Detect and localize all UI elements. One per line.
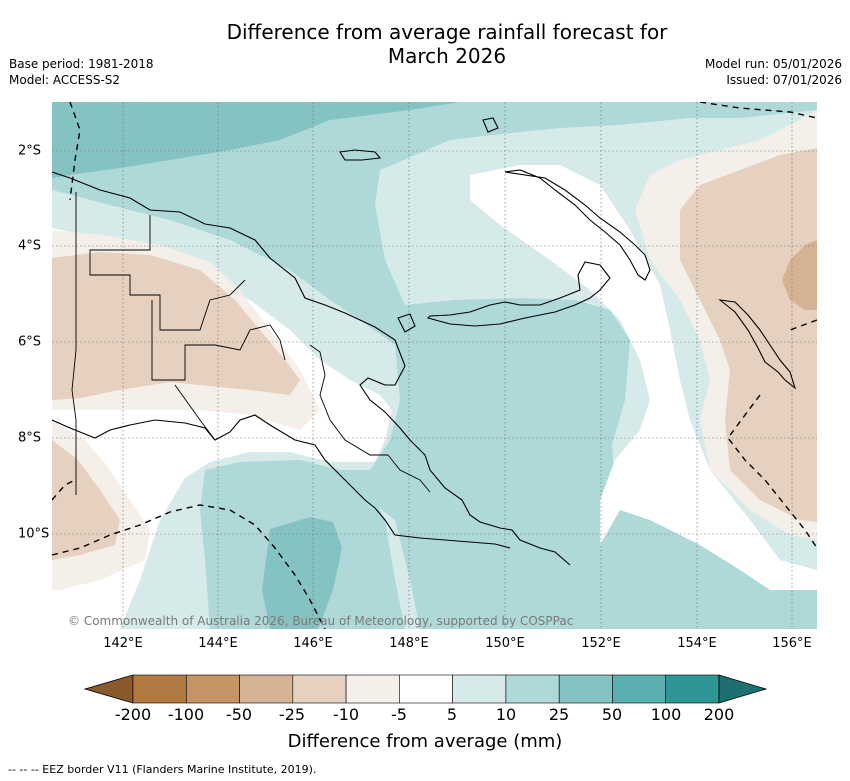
title-line-1: Difference from average rainfall forecas… [226, 20, 668, 44]
lat-tick: 4°S [18, 238, 42, 254]
meta-right: Model run: 05/01/2026 Issued: 07/01/2026 [705, 56, 842, 88]
umboi [397, 313, 416, 333]
model-run: Model run: 05/01/2026 [704, 57, 842, 71]
colorbar-segment [239, 674, 294, 704]
lon-tick: 154°E [677, 636, 717, 651]
colorbar-tick-label: 25 [548, 705, 570, 724]
colorbar-tick-label: 5 [446, 705, 458, 724]
lat-tick: 6°S [18, 334, 42, 350]
base-period: Base period: 1981-2018 [9, 57, 154, 71]
gridlines [52, 102, 817, 629]
teal-dark-south-inner [262, 517, 342, 629]
lat-tick: 8°S [18, 430, 42, 446]
colorbar-extend-high [718, 674, 768, 704]
colorbar-tick-label: -100 [167, 705, 205, 724]
eez-border [52, 102, 817, 629]
teal-southeast [600, 510, 817, 629]
colorbar-extend-low [83, 674, 134, 704]
province-borders [71, 192, 431, 495]
colorbar-segment [132, 674, 187, 704]
lon-tick: 142°E [103, 636, 143, 651]
new-guinea-south-coast [52, 414, 511, 549]
lat-tick: 10°S [18, 526, 50, 542]
colorbar-segment [558, 674, 613, 704]
title-line-2: March 2026 [387, 44, 507, 68]
colorbar-segment [665, 674, 720, 704]
new-britain [426, 261, 611, 327]
colorbar-tick-label: -200 [114, 705, 152, 724]
lon-tick: 150°E [485, 636, 525, 651]
admiralty-islands [339, 149, 382, 161]
colorbar-tick-label: -10 [332, 705, 360, 724]
brown-west [52, 252, 300, 400]
lat-tick: 2°S [18, 143, 42, 159]
white-east-band [470, 165, 817, 629]
colorbar-segment [185, 674, 240, 704]
chart-title: Difference from average rainfall forecas… [0, 20, 850, 68]
lon-tick: 144°E [198, 636, 238, 651]
colorbar [83, 674, 768, 704]
colorbar-tick-label: 10 [495, 705, 517, 724]
brown-east [680, 148, 817, 522]
bougainville [718, 299, 797, 390]
colorbar-segment [345, 674, 400, 704]
lon-tick: 152°E [581, 636, 621, 651]
copyright-notice: © Commonwealth of Australia 2026, Bureau… [68, 614, 574, 628]
issued-date: Issued: 07/01/2026 [726, 73, 842, 87]
colorbar-tick-label: -50 [225, 705, 253, 724]
teal-dark-north [52, 102, 460, 178]
colorbar-segment [292, 674, 347, 704]
rainfall-anomaly-shading [52, 102, 817, 629]
colorbar-tick-label: 100 [650, 705, 682, 724]
colorbar-segment [452, 674, 507, 704]
colorbar-tick-label: -5 [391, 705, 407, 724]
lon-tick: 156°E [772, 636, 812, 651]
colorbar-segment [399, 674, 453, 704]
coastline [52, 117, 797, 566]
colorbar-title: Difference from average (mm) [287, 731, 563, 752]
eez-legend-note: -- -- -- EEZ border V11 (Flanders Marine… [8, 763, 317, 776]
lon-tick: 146°E [293, 636, 333, 651]
model-name: Model: ACCESS-S2 [9, 73, 121, 87]
meta-left: Base period: 1981-2018 Model: ACCESS-S2 [9, 56, 154, 88]
colorbar-tick-label: 200 [703, 705, 735, 724]
new-guinea-north-coast [52, 171, 571, 566]
manus-small [482, 117, 499, 133]
brown-southwest [52, 440, 120, 560]
lon-tick: 148°E [389, 636, 429, 651]
brown-east-core [782, 240, 817, 310]
colorbar-segment [612, 674, 667, 704]
new-ireland [504, 169, 651, 281]
colorbar-tick-label: 50 [601, 705, 623, 724]
colorbar-tick-label: -25 [278, 705, 306, 724]
colorbar-segment [505, 674, 560, 704]
